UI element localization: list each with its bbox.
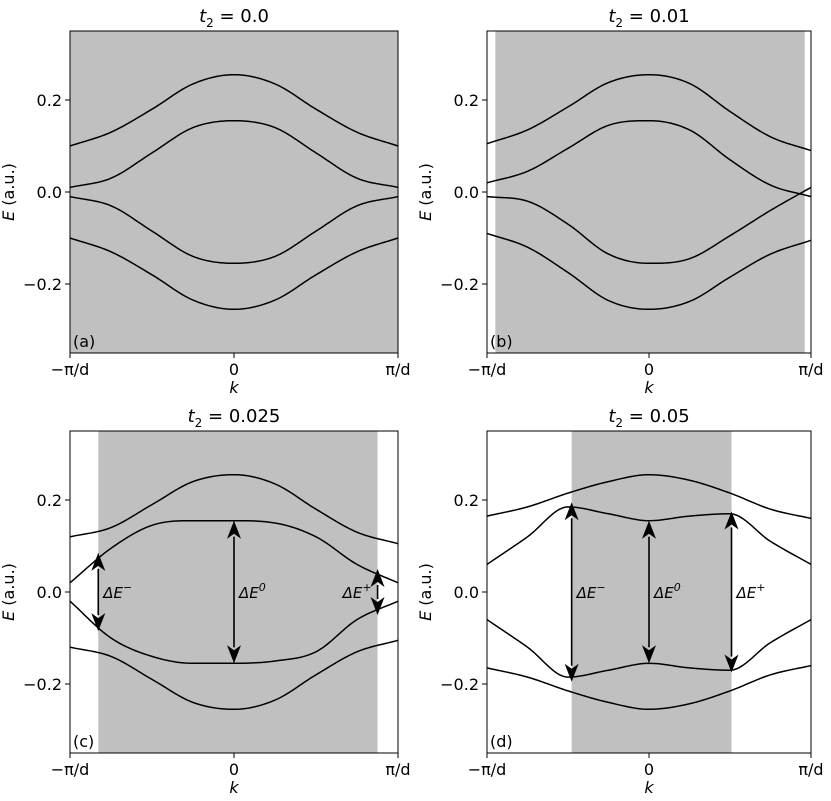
x-axis-label: k	[644, 378, 654, 397]
x-tick-label: −π/d	[51, 360, 90, 379]
arrow-head-up-icon	[91, 552, 106, 571]
band-line-2	[69, 119, 399, 189]
band-line-4	[69, 639, 399, 711]
arrow-head-up-icon	[370, 569, 385, 587]
shaded-region	[98, 431, 378, 753]
panel-title: t2 = 0.0	[199, 6, 269, 30]
arrow-head-down-icon	[564, 663, 579, 682]
y-tick-label: 0.2	[454, 491, 479, 510]
y-tick-label: 0.0	[454, 583, 479, 602]
y-tick-label: 0.0	[454, 183, 479, 202]
y-axis-label: E (a.u.)	[416, 563, 435, 621]
y-tick-label: −0.2	[440, 675, 479, 694]
x-tick-label: π/d	[798, 360, 823, 379]
x-axis-label: k	[644, 778, 654, 797]
x-tick-label: 0	[644, 360, 654, 379]
arrow-head-up-icon	[642, 520, 656, 539]
panel-b: −0.2 0.0 0.2 −π/d 0 π/d k E (a.u.) t2 = 0.01 (b)	[416, 6, 824, 397]
y-axis-label: E (a.u.)	[416, 163, 435, 221]
x-axis-label: k	[229, 778, 239, 797]
x-tick-label: 0	[644, 760, 654, 779]
y-tick-label: 0.2	[37, 491, 62, 510]
x-tick-label: −π/d	[468, 760, 507, 779]
arrow-head-down-icon	[227, 645, 241, 664]
y-tick-label: 0.2	[37, 91, 62, 110]
arrow-head-up-icon	[227, 520, 241, 539]
panel-title: t2 = 0.01	[608, 6, 689, 30]
gap-label: ΔE−	[576, 581, 606, 602]
panel-label: (b)	[490, 332, 513, 351]
x-tick-label: 0	[229, 760, 239, 779]
x-tick-label: π/d	[798, 760, 823, 779]
x-tick-label: π/d	[385, 760, 410, 779]
y-axis-label: E (a.u.)	[0, 163, 18, 221]
y-tick-label: 0.0	[37, 583, 62, 602]
y-tick-label: 0.2	[454, 91, 479, 110]
panel-title: t2 = 0.05	[608, 406, 689, 430]
x-tick-label: π/d	[385, 360, 410, 379]
shaded-region	[70, 31, 398, 353]
panel-label: (d)	[490, 732, 513, 751]
band-line-3	[69, 195, 399, 265]
x-tick-label: 0	[229, 360, 239, 379]
band-line-1	[69, 473, 399, 545]
band-line-3	[486, 186, 812, 265]
x-tick-label: −π/d	[51, 760, 90, 779]
band-line-4	[69, 237, 399, 311]
arrow-head-down-icon	[724, 654, 739, 673]
arrow-head-down-icon	[642, 645, 656, 664]
band-line-4	[486, 664, 812, 711]
y-tick-label: 0.0	[37, 183, 62, 202]
y-tick-label: −0.2	[23, 275, 62, 294]
band-line-1	[69, 73, 399, 147]
panel-label: (a)	[73, 332, 95, 351]
gap-label: ΔE0	[238, 581, 266, 602]
band-line-2	[486, 119, 812, 198]
arrow-head-up-icon	[724, 511, 739, 530]
x-tick-label: −π/d	[468, 360, 507, 379]
y-tick-label: −0.2	[23, 675, 62, 694]
x-axis-label: k	[229, 378, 239, 397]
arrow-head-up-icon	[564, 502, 579, 521]
panel-d: ΔE− ΔE0 ΔE+ −0.2 0.0 0.2 −π/d 0 π/d k E (a.u.) t2 =…	[416, 406, 824, 797]
y-axis-label: E (a.u.)	[0, 563, 18, 621]
panel-c: ΔE− ΔE0 ΔE+ −0.2 0.0 0.2 −π/d 0 π/d k E (a.u.) t2 =…	[0, 406, 411, 797]
y-tick-label: −0.2	[440, 275, 479, 294]
panel-label: (c)	[73, 732, 94, 751]
gap-label: ΔE+	[736, 581, 766, 602]
band-line-4	[486, 232, 812, 311]
gap-label: ΔE0	[653, 581, 681, 602]
gap-label: ΔE+	[342, 581, 372, 602]
band-line-1	[486, 73, 812, 152]
shaded-region	[495, 31, 805, 353]
arrow-head-down-icon	[370, 597, 385, 615]
panel-title: t2 = 0.025	[188, 406, 281, 430]
band-line-1	[486, 473, 812, 520]
panel-a: −0.2 0.0 0.2 −π/d 0 π/d k E (a.u.) t2 = 0.0 (a)	[0, 6, 411, 397]
arrow-head-down-icon	[91, 613, 106, 632]
gap-label: ΔE−	[102, 581, 132, 602]
